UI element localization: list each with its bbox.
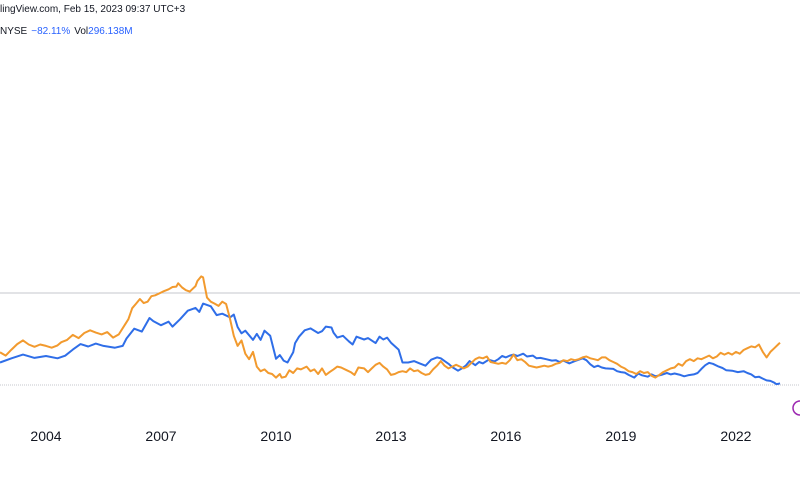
chart-legend: NYSE −82.11% Vol296.138M bbox=[0, 26, 133, 37]
chart-source-header: lingView.com, Feb 15, 2023 09:37 UTC+3 bbox=[0, 4, 186, 15]
series-line-1 bbox=[0, 302, 781, 386]
event-marker-icon[interactable] bbox=[792, 400, 800, 416]
symbol-label: NYSE bbox=[0, 26, 28, 37]
x-axis: 2004 2007 2010 2013 2016 2019 2022 bbox=[30, 428, 751, 444]
x-tick-label-2016: 2016 bbox=[490, 428, 521, 444]
x-tick-label-2004: 2004 bbox=[30, 428, 61, 444]
series-layer bbox=[0, 275, 781, 386]
x-tick-label-2007: 2007 bbox=[145, 428, 176, 444]
x-tick-label-2019: 2019 bbox=[605, 428, 636, 444]
x-tick-label-2010: 2010 bbox=[260, 428, 291, 444]
x-tick-label-2013: 2013 bbox=[375, 428, 406, 444]
change-value: −82.11% bbox=[31, 26, 71, 37]
volume-label: Vol bbox=[74, 26, 89, 37]
series-line-2 bbox=[0, 275, 781, 379]
volume-value: 296.138M bbox=[88, 26, 133, 37]
x-tick-label-2022: 2022 bbox=[720, 428, 751, 444]
